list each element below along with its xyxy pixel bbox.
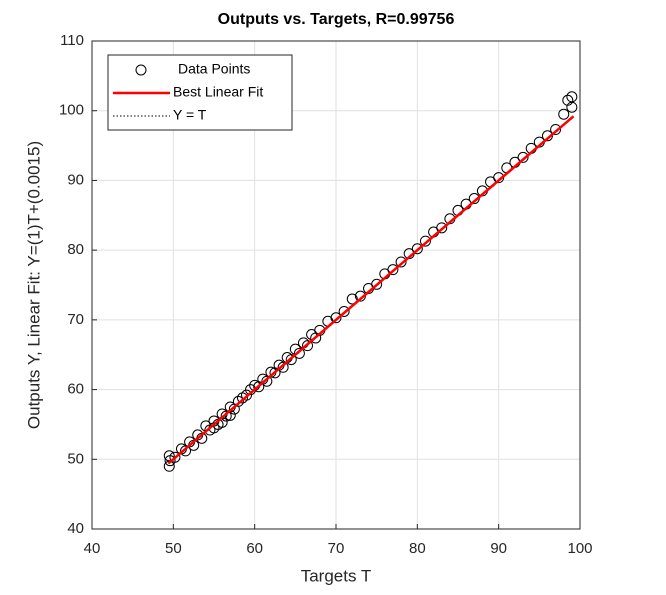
data-point [330,312,342,324]
data-point [232,395,244,407]
data-point [419,235,431,247]
y-tick-label: 100 [59,102,84,119]
data-point [517,151,529,163]
data-point [277,361,289,373]
data-point [566,101,578,113]
legend-label: Best Linear Fit [173,84,263,100]
data-point [338,305,350,317]
x-tick-label: 90 [490,540,507,557]
legend-label: Data Points [178,61,250,77]
y-tick-label: 70 [67,311,84,328]
data-point [302,340,314,352]
y-tick-label: 110 [60,32,84,49]
y-tick-label: 90 [67,171,84,188]
x-tick-label: 50 [165,540,182,557]
data-point [163,450,175,462]
fit-line [167,115,575,465]
data-point [285,354,297,366]
data-point [220,410,232,422]
x-axis-label: Targets T [301,566,372,585]
x-tick-label: 70 [328,540,345,557]
y-tick-label: 40 [67,520,84,537]
axes-box [91,40,581,530]
data-point [550,124,562,136]
data-point [558,108,570,120]
x-tick-label: 80 [409,540,426,557]
data-point [395,256,407,268]
data-point [180,445,192,457]
chart-title: Outputs vs. Targets, R=0.99756 [218,11,455,28]
data-point [346,293,358,305]
y-tick-label: 50 [67,450,84,467]
data-point [387,264,399,276]
data-point [261,375,273,387]
data-point [411,243,423,255]
legend-label: Y = T [173,107,207,123]
x-tick-label: 40 [84,540,101,557]
y-tick-label: 80 [67,241,84,258]
y-axis-label: Outputs Y, Linear Fit: Y=(1)T+(0.0015) [24,141,43,429]
data-point [371,278,383,290]
data-point [241,389,253,401]
x-tick-label: 100 [567,540,592,557]
data-point [293,347,305,359]
y-tick-label: 60 [67,381,84,398]
data-point [436,222,448,234]
legend-marker [135,64,147,76]
x-tick-label: 60 [246,540,263,557]
data-point [169,451,181,463]
